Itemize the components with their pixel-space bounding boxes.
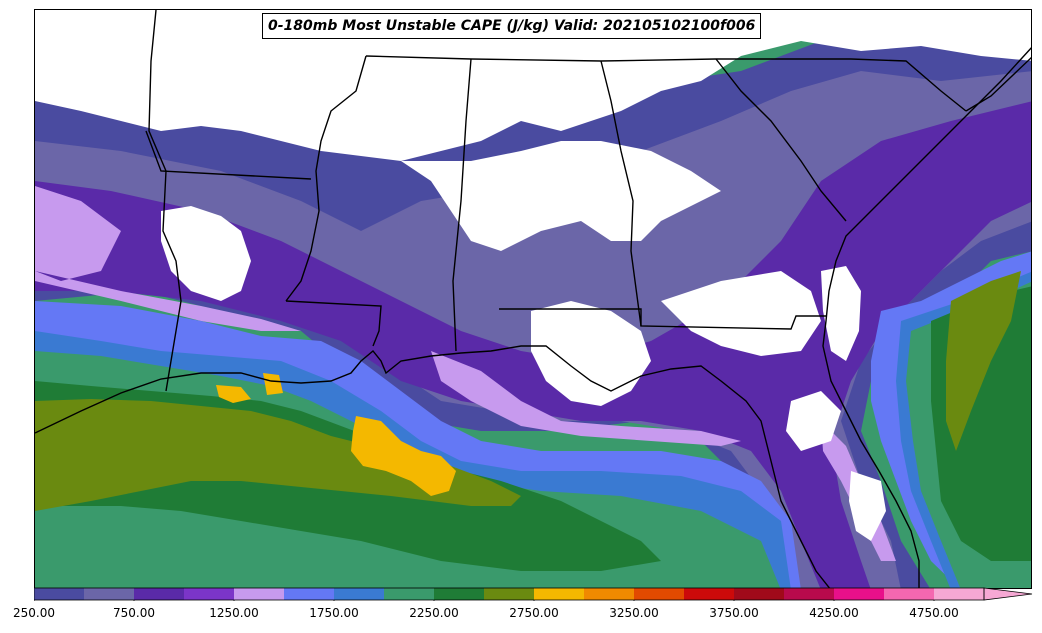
colorbar-segment	[134, 588, 185, 600]
colorbar-segment	[934, 588, 985, 600]
map-frame	[34, 9, 1032, 589]
border-fl-al	[499, 308, 826, 330]
colorbar-tick-label: 4750.00	[909, 606, 959, 620]
colorbar	[34, 587, 1033, 601]
border-ar-ms-river	[285, 55, 367, 302]
colorbar-tick-label: 250.00	[13, 606, 55, 620]
colorbar-segment	[734, 588, 785, 600]
colorbar-segment	[434, 588, 485, 600]
colorbar-tick-label: 3250.00	[609, 606, 659, 620]
colorbar-extend-triangle	[983, 587, 1033, 601]
cape-map	[35, 10, 1031, 588]
colorbar-segment	[334, 588, 385, 600]
no-cape-interior	[401, 141, 721, 251]
cape-field	[35, 10, 1031, 588]
colorbar-segment	[684, 588, 735, 600]
map-title: 0-180mb Most Unstable CAPE (J/kg) Valid:…	[262, 13, 762, 39]
colorbar-segment	[484, 588, 535, 600]
colorbar-tick-label: 4250.00	[809, 606, 859, 620]
border-la-south	[285, 300, 382, 347]
colorbar-tick-label: 2750.00	[509, 606, 559, 620]
border-tx-la	[148, 10, 182, 392]
border-sc-coast	[965, 56, 1031, 112]
colorbar-segment	[534, 588, 585, 600]
border-tn-south	[365, 55, 851, 62]
colorbar-segment	[584, 588, 635, 600]
land-band-750	[35, 101, 1031, 588]
coastline-atlantic	[822, 47, 1031, 588]
colorbar-segment	[284, 588, 335, 600]
colorbar-segment	[84, 588, 135, 600]
colorbar-segment	[634, 588, 685, 600]
border-nc-sc	[850, 58, 967, 112]
colorbar-tick-label: 1250.00	[209, 606, 259, 620]
border-al-ga	[600, 60, 642, 327]
colorbar-tick-label: 3750.00	[709, 606, 759, 620]
border-ms-al	[452, 58, 472, 352]
border-ok-ar	[145, 130, 312, 180]
gulf-band-2500	[35, 271, 1021, 511]
colorbar-tick-label: 750.00	[113, 606, 155, 620]
colorbar-segment	[834, 588, 885, 600]
no-cape-florida-peninsula	[849, 471, 886, 541]
no-cape-north	[35, 10, 1031, 161]
gulf-band-2250	[35, 286, 1031, 571]
no-cape-mississippi	[161, 206, 251, 301]
land-band-1250	[35, 186, 896, 561]
no-cape-florida-panhandle	[531, 271, 821, 406]
colorbar-segment	[784, 588, 835, 600]
gulf-band-2750	[216, 373, 456, 496]
coastline-gulf	[35, 345, 831, 588]
colorbar-segment	[884, 588, 935, 600]
colorbar-segment	[384, 588, 435, 600]
colorbar-tick-label: 2250.00	[409, 606, 459, 620]
colorbar-segment	[34, 588, 85, 600]
no-cape-georgia-coast	[786, 266, 861, 451]
colorbar-outline	[34, 587, 985, 601]
border-ga-sc	[715, 58, 847, 222]
state-and-coast-borders	[35, 10, 1031, 588]
colorbar-tick-label: 1750.00	[309, 606, 359, 620]
colorbar-segment	[184, 588, 235, 600]
colorbar-segment	[234, 588, 285, 600]
